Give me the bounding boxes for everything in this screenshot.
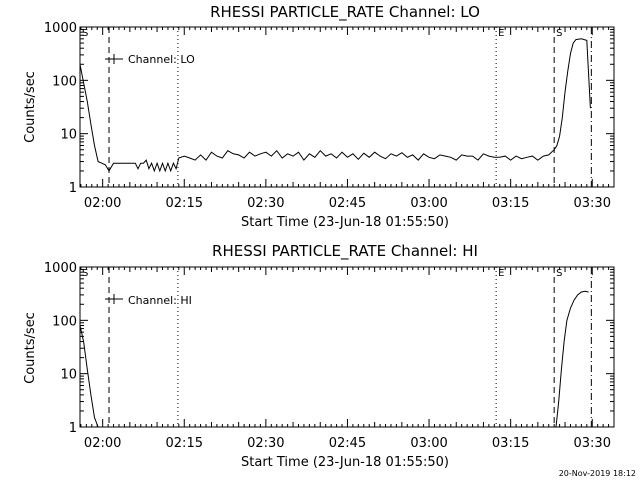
x-tick-label: 02:45 bbox=[329, 436, 366, 451]
footer-timestamp: 20-Nov-2019 18:12 bbox=[559, 469, 636, 478]
time-marker-label: S bbox=[82, 268, 88, 279]
x-axis-label: Start Time (23-Jun-18 01:55:50) bbox=[241, 455, 449, 470]
y-tick-label: 1 bbox=[69, 181, 77, 196]
y-axis-label: Counts/sec bbox=[23, 312, 38, 384]
x-tick-label: 03:00 bbox=[410, 196, 447, 211]
x-tick-label: 03:30 bbox=[574, 436, 611, 451]
x-tick-label: 02:15 bbox=[166, 196, 203, 211]
x-tick-label: 02:45 bbox=[329, 196, 366, 211]
x-tick-label: 02:30 bbox=[247, 436, 284, 451]
time-marker-label: E bbox=[498, 28, 504, 39]
x-tick-label: 03:30 bbox=[574, 196, 611, 211]
y-tick-label: 100 bbox=[52, 74, 77, 89]
chart-title: RHESSI PARTICLE_RATE Channel: LO bbox=[210, 3, 480, 22]
plot-frame bbox=[79, 266, 615, 428]
hi-channel-panel: RHESSI PARTICLE_RATE Channel: HI Counts/… bbox=[23, 242, 615, 470]
x-tick-label: 02:00 bbox=[84, 196, 121, 211]
time-marker-label: E bbox=[498, 268, 504, 279]
y-tick-label: 1000 bbox=[44, 261, 77, 276]
x-tick-label: 03:00 bbox=[410, 436, 447, 451]
plot-frame bbox=[79, 26, 615, 188]
chart-title: RHESSI PARTICLE_RATE Channel: HI bbox=[212, 242, 478, 261]
lo-channel-panel: RHESSI PARTICLE_RATE Channel: LO Counts/… bbox=[23, 3, 615, 230]
legend-label: Channel: HI bbox=[128, 294, 192, 307]
y-tick-label: 100 bbox=[52, 314, 77, 329]
y-axis-label: Counts/sec bbox=[23, 71, 38, 143]
time-marker-label: S bbox=[556, 268, 562, 279]
time-marker-label: S bbox=[82, 28, 88, 39]
legend-label: Channel: LO bbox=[128, 53, 195, 66]
y-tick-label: 1 bbox=[69, 421, 77, 436]
data-series-line bbox=[80, 38, 591, 173]
x-tick-label: 03:15 bbox=[492, 196, 529, 211]
y-tick-label: 10 bbox=[60, 128, 77, 143]
y-tick-label: 10 bbox=[60, 368, 77, 383]
data-series-line bbox=[80, 290, 589, 427]
x-tick-label: 02:00 bbox=[84, 436, 121, 451]
y-tick-label: 1000 bbox=[44, 21, 77, 36]
x-tick-label: 03:15 bbox=[492, 436, 529, 451]
x-tick-label: 02:15 bbox=[166, 436, 203, 451]
x-axis-label: Start Time (23-Jun-18 01:55:50) bbox=[241, 215, 449, 230]
time-marker-label: S bbox=[556, 28, 562, 39]
x-tick-label: 02:30 bbox=[247, 196, 284, 211]
